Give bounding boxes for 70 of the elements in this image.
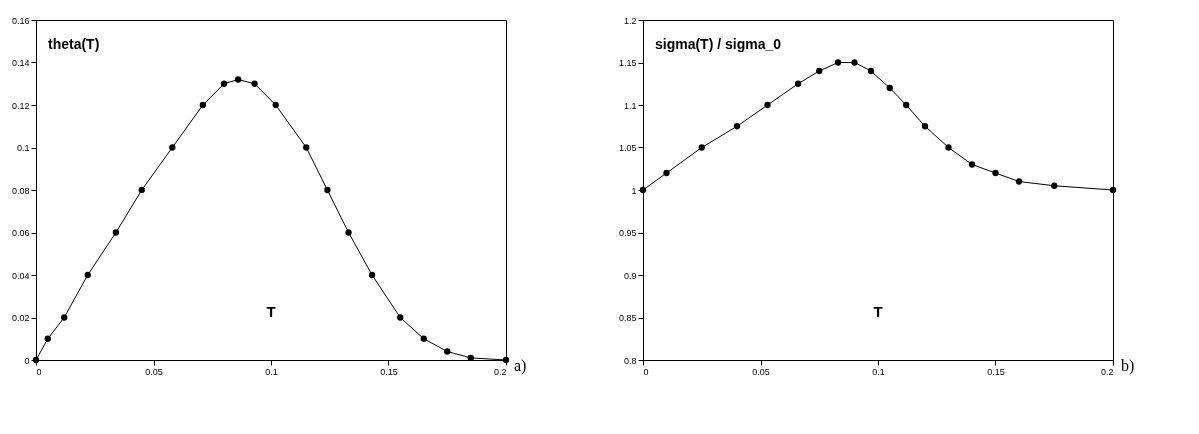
y-tick-label: 0.14 bbox=[11, 58, 30, 68]
x-tick-label: 0.15 bbox=[380, 366, 398, 377]
y-tick-label: 0.95 bbox=[618, 228, 637, 238]
point bbox=[867, 67, 875, 75]
point bbox=[112, 229, 120, 236]
point bbox=[834, 59, 842, 66]
y-tick-label: 0.16 bbox=[11, 15, 30, 26]
y-tick-label: 0.06 bbox=[11, 228, 30, 238]
x-tick-label: 0 bbox=[643, 366, 649, 377]
y-tick-label: 0.9 bbox=[623, 270, 637, 281]
point bbox=[345, 229, 352, 236]
point bbox=[1051, 182, 1058, 189]
point bbox=[220, 80, 228, 87]
point bbox=[663, 169, 670, 177]
point bbox=[698, 144, 705, 151]
point bbox=[199, 101, 207, 109]
x-tick-label: 0.2 bbox=[1100, 366, 1114, 377]
point bbox=[234, 76, 242, 83]
y-tick-label: 1.1 bbox=[623, 100, 637, 111]
text: theta(T) bbox=[48, 36, 100, 52]
point bbox=[368, 271, 376, 279]
point bbox=[84, 271, 91, 279]
point bbox=[397, 314, 404, 321]
x-axis-title: T bbox=[266, 303, 276, 320]
text: a) bbox=[514, 357, 527, 375]
point bbox=[992, 169, 999, 177]
point bbox=[251, 80, 258, 87]
point bbox=[1109, 186, 1117, 194]
point bbox=[44, 335, 51, 342]
point bbox=[272, 101, 279, 109]
y-tick-label: 0.04 bbox=[11, 270, 30, 281]
point bbox=[169, 144, 176, 151]
y-tick-label: 1.05 bbox=[618, 143, 637, 153]
point bbox=[945, 144, 952, 151]
point bbox=[420, 335, 427, 342]
x-tick-label: 0.15 bbox=[987, 366, 1005, 377]
x-tick-label: 0.05 bbox=[145, 366, 163, 377]
y-tick-label: 0.12 bbox=[11, 100, 30, 111]
x-tick-label: 0.1 bbox=[872, 366, 885, 377]
point bbox=[794, 80, 802, 87]
y-tick-label: 0.85 bbox=[618, 313, 637, 323]
point bbox=[921, 123, 929, 130]
point bbox=[886, 84, 893, 92]
x-tick-label: 0.2 bbox=[493, 366, 507, 377]
point bbox=[61, 314, 68, 321]
x-tick-label: 0.05 bbox=[752, 366, 770, 377]
y-tick-label: 0.02 bbox=[11, 313, 30, 323]
point bbox=[138, 186, 145, 194]
point bbox=[851, 59, 858, 66]
x-tick-label: 0 bbox=[36, 366, 42, 377]
text: sigma(T) / sigma_0 bbox=[655, 36, 782, 52]
y-tick-label: 0.1 bbox=[16, 143, 30, 153]
point bbox=[444, 348, 451, 355]
y-tick-label: 1 bbox=[631, 185, 637, 196]
point bbox=[816, 67, 823, 75]
y-tick-label: 0 bbox=[24, 355, 30, 366]
point bbox=[1015, 178, 1023, 185]
point bbox=[324, 186, 331, 194]
text: b) bbox=[1121, 357, 1135, 375]
y-tick-label: 1.2 bbox=[623, 15, 637, 26]
y-tick-label: 1.15 bbox=[618, 58, 637, 68]
point bbox=[733, 123, 741, 130]
point bbox=[968, 161, 976, 168]
point bbox=[303, 144, 310, 151]
x-tick-label: 0.1 bbox=[265, 366, 278, 377]
y-tick-label: 0.08 bbox=[11, 185, 30, 196]
y-tick-label: 0.8 bbox=[623, 355, 637, 366]
point bbox=[764, 101, 771, 109]
x-axis-title: T bbox=[873, 303, 883, 320]
point bbox=[903, 101, 910, 109]
